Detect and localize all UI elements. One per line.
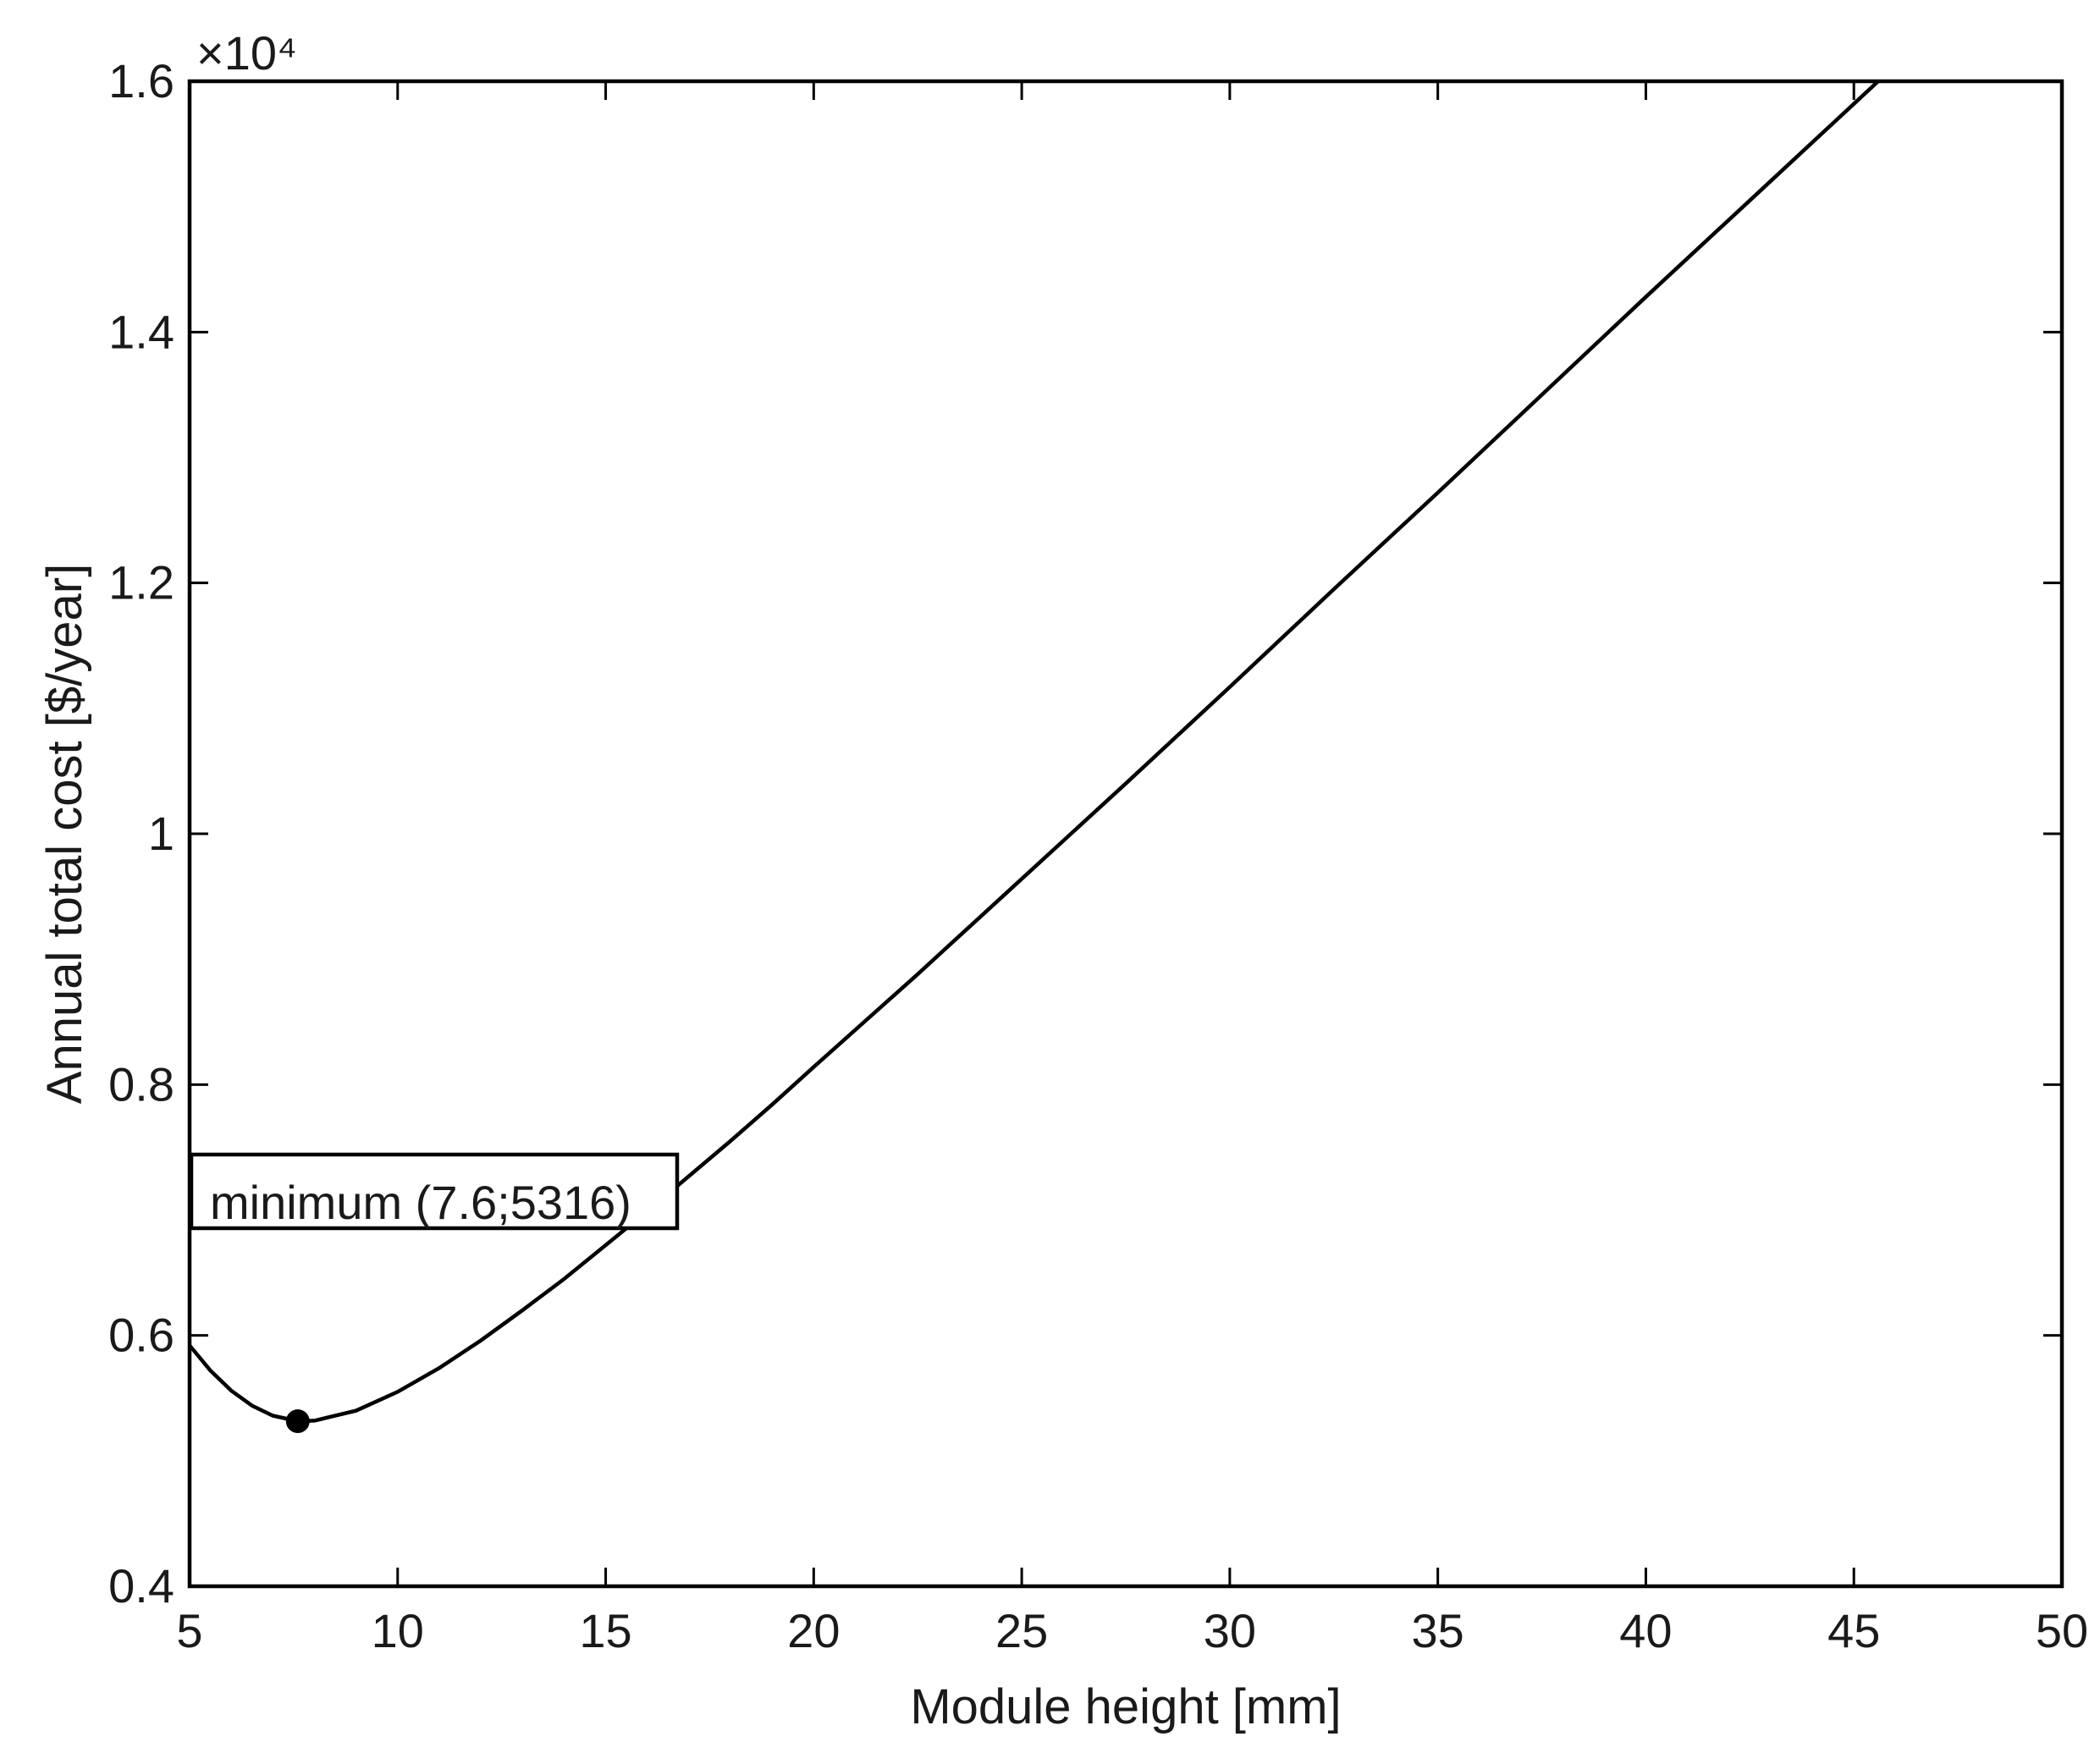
x-tick-label: 20 [787,1604,840,1657]
y-tick-label: 1.4 [108,305,174,358]
x-tick-label: 5 [176,1604,202,1657]
annotation-box [189,1152,680,1231]
annotation-text: minimum (7.6;5316) [210,1176,631,1229]
y-axis-label: Annual total cost [$/year] [37,564,92,1104]
x-tick-label: 50 [2036,1604,2088,1657]
y-tick-label: 0.4 [108,1559,174,1612]
y-tick-label: 0.6 [108,1309,174,1362]
minimum-marker [285,1409,310,1434]
y-tick-label: 0.8 [108,1057,174,1111]
x-tick-label: 15 [579,1604,631,1657]
ticks-layer: 5 10 15 20 25 30 35 40 45 50 0.4 0.6 0.8 1 1.2 1.4 1.6 [108,54,2088,1657]
x-tick-label: 25 [995,1604,1048,1657]
plot-frame [187,79,2064,1589]
x-axis-label: Module height [mm] [910,1679,1341,1734]
y-tick-label: 1.2 [108,556,174,609]
y-tick-label: 1 [148,807,174,860]
x-tick-label: 40 [1619,1604,1672,1657]
y-tick-label: 1.6 [108,54,174,107]
x-tick-label: 45 [1827,1604,1880,1657]
plot-area [190,81,2062,1586]
x-tick-label: 30 [1204,1604,1256,1657]
x-tick-label: 10 [372,1604,424,1657]
x-tick-label: 35 [1412,1604,1464,1657]
y-exponent-label: ×10⁴ [196,26,297,80]
